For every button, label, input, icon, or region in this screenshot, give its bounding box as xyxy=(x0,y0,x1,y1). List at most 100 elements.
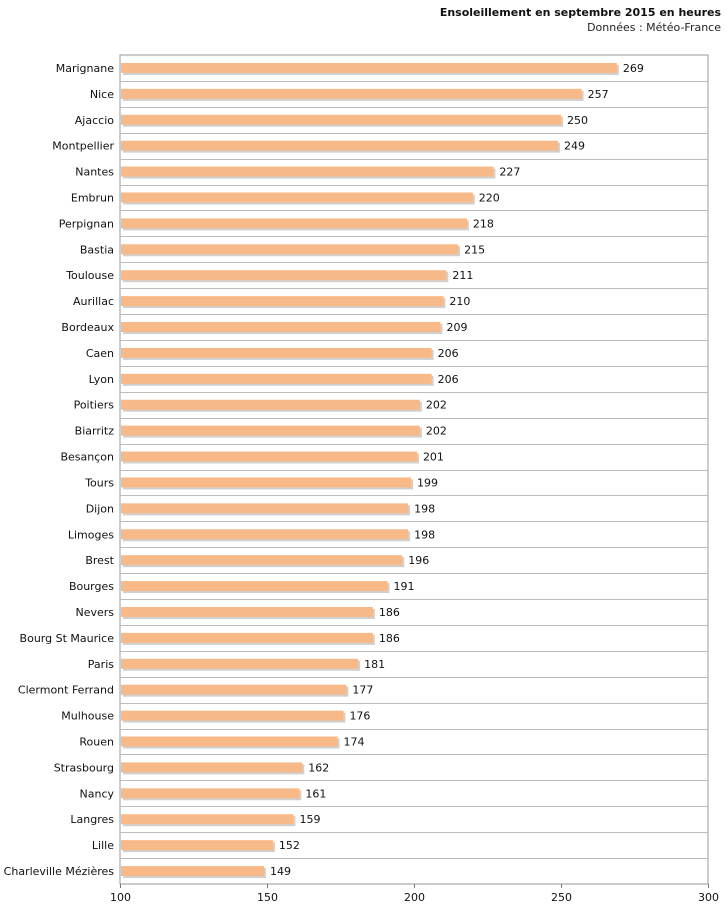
bar xyxy=(121,555,403,566)
value-label: 152 xyxy=(279,839,300,852)
bar xyxy=(121,322,441,333)
bar xyxy=(121,658,359,669)
value-label: 269 xyxy=(623,62,644,75)
category-label: Embrun xyxy=(71,191,114,204)
x-tick-label: 200 xyxy=(404,891,425,904)
value-label: 198 xyxy=(414,502,435,515)
category-label: Bordeaux xyxy=(61,321,114,334)
bar xyxy=(121,399,420,410)
value-label: 191 xyxy=(394,580,415,593)
value-label: 206 xyxy=(438,373,459,386)
value-label: 218 xyxy=(473,217,494,230)
value-label: 201 xyxy=(423,451,444,464)
bar xyxy=(121,244,459,255)
category-label: Poitiers xyxy=(74,399,115,412)
category-label: Marignane xyxy=(56,62,114,75)
bar xyxy=(121,425,420,436)
value-label: 181 xyxy=(364,658,385,671)
bar xyxy=(121,606,373,617)
category-label: Montpellier xyxy=(52,140,114,153)
bar xyxy=(121,503,409,514)
category-label: Mulhouse xyxy=(61,710,114,723)
value-label: 250 xyxy=(567,114,588,127)
bar xyxy=(121,529,409,540)
category-label: Toulouse xyxy=(65,269,114,282)
category-label: Lyon xyxy=(89,373,114,386)
chart-subtitle: Données : Météo-France xyxy=(587,21,721,34)
bar xyxy=(121,710,344,721)
bar xyxy=(121,270,447,281)
bar xyxy=(121,840,273,851)
bar xyxy=(121,788,300,799)
value-label: 199 xyxy=(417,476,438,489)
value-label: 174 xyxy=(344,736,365,749)
category-label: Tours xyxy=(84,476,114,489)
category-label: Bourg St Maurice xyxy=(20,632,115,645)
value-label: 206 xyxy=(438,347,459,360)
bar xyxy=(121,62,617,73)
value-label: 227 xyxy=(499,166,520,179)
category-label: Nantes xyxy=(75,166,114,179)
bar xyxy=(121,477,412,488)
category-label: Strasbourg xyxy=(54,761,114,774)
bar xyxy=(121,114,561,125)
value-label: 159 xyxy=(299,813,320,826)
bar xyxy=(121,736,338,747)
value-label: 177 xyxy=(352,684,373,697)
value-label: 210 xyxy=(449,295,470,308)
bar xyxy=(121,347,432,358)
bar xyxy=(121,814,294,825)
value-label: 161 xyxy=(305,787,326,800)
category-label: Brest xyxy=(85,554,114,567)
value-label: 176 xyxy=(349,710,370,723)
category-label: Ajaccio xyxy=(75,114,114,127)
category-label: Nice xyxy=(90,88,114,101)
bar xyxy=(121,373,432,384)
bar xyxy=(121,866,265,877)
category-label: Bourges xyxy=(69,580,114,593)
plot-area xyxy=(119,54,709,885)
category-label: Clermont Ferrand xyxy=(18,684,114,697)
category-label: Caen xyxy=(86,347,114,360)
category-label: Limoges xyxy=(68,528,114,541)
bar xyxy=(121,192,473,203)
value-label: 186 xyxy=(379,632,400,645)
category-label: Dijon xyxy=(86,502,114,515)
value-label: 196 xyxy=(408,554,429,567)
category-label: Biarritz xyxy=(75,425,115,438)
bar xyxy=(121,632,373,643)
bar xyxy=(121,762,303,773)
category-label: Charleville Mézières xyxy=(4,865,115,878)
bar xyxy=(121,451,417,462)
value-label: 202 xyxy=(426,399,447,412)
chart-title: Ensoleillement en septembre 2015 en heur… xyxy=(439,6,721,19)
x-tick-label: 100 xyxy=(110,891,131,904)
bar xyxy=(121,218,467,229)
value-label: 211 xyxy=(452,269,473,282)
category-label: Aurillac xyxy=(73,295,114,308)
category-label: Perpignan xyxy=(59,217,114,230)
value-label: 198 xyxy=(414,528,435,541)
value-label: 209 xyxy=(446,321,467,334)
value-label: 249 xyxy=(564,140,585,153)
category-label: Nancy xyxy=(80,787,115,800)
bar xyxy=(121,140,559,151)
value-label: 186 xyxy=(379,606,400,619)
value-label: 162 xyxy=(308,761,329,774)
category-label: Rouen xyxy=(79,736,114,749)
bar xyxy=(121,166,494,177)
value-label: 220 xyxy=(479,191,500,204)
value-label: 257 xyxy=(588,88,609,101)
x-tick-label: 300 xyxy=(698,891,719,904)
value-label: 215 xyxy=(464,243,485,256)
bar xyxy=(121,684,347,695)
x-tick-label: 150 xyxy=(257,891,278,904)
bar xyxy=(121,296,444,307)
x-tick-label: 250 xyxy=(551,891,572,904)
category-label: Bastia xyxy=(80,243,114,256)
category-label: Langres xyxy=(70,813,114,826)
value-label: 202 xyxy=(426,425,447,438)
category-label: Lille xyxy=(92,839,114,852)
